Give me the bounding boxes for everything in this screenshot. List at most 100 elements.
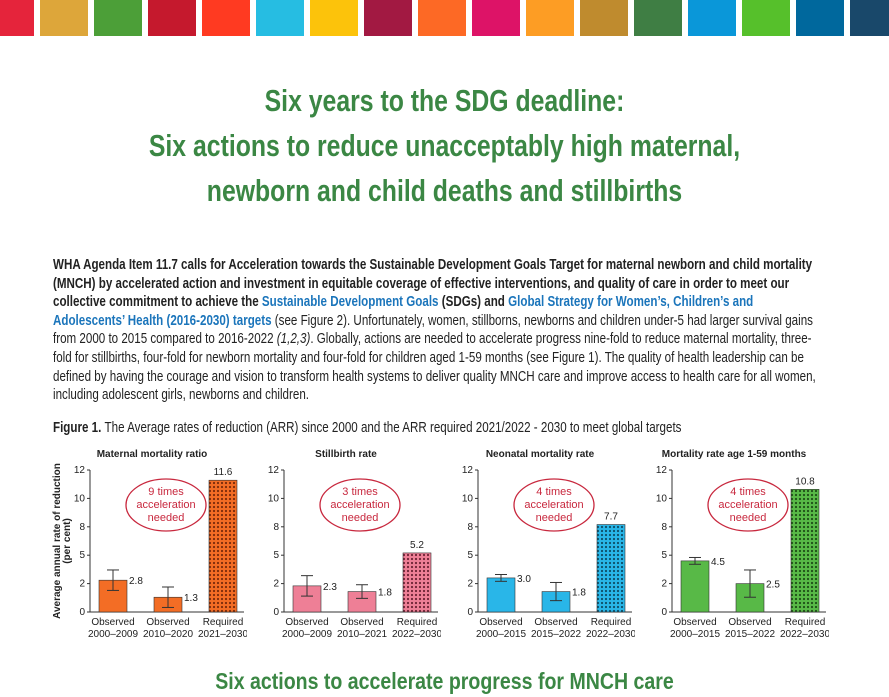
title-line: Six actions to reduce unacceptably high …	[148, 128, 741, 163]
x-tick-label: 2000–2015	[476, 629, 526, 640]
y-axis-label: Average annual rate of reduction	[52, 463, 63, 619]
value-label: 10.8	[795, 476, 815, 487]
x-tick-label: Observed	[146, 617, 189, 628]
x-tick-label: 2000–2009	[88, 629, 138, 640]
annotation-oval	[319, 478, 401, 532]
annotation: 9 times	[148, 486, 184, 498]
intro-paragraph: WHA Agenda Item 11.7 calls for Accelerat…	[53, 256, 827, 405]
y-tick-label: 10	[656, 493, 668, 504]
value-label: 4.5	[711, 557, 725, 568]
chart-title: Stillbirth rate	[315, 449, 377, 460]
x-tick-label: 2022–2030	[392, 629, 441, 640]
y-tick-label: 0	[273, 607, 279, 618]
value-label: 2.8	[129, 576, 143, 587]
value-label: 3.0	[517, 574, 531, 585]
figure-caption: Figure 1. The Average rates of reduction …	[53, 420, 681, 436]
annotation: needed	[342, 512, 379, 524]
x-tick-label: Required	[397, 617, 438, 628]
value-label: 7.7	[604, 512, 618, 523]
x-tick-label: Required	[785, 617, 826, 628]
x-tick-label: 2010–2020	[143, 629, 193, 640]
text-run: . Globally, actions are needed to accele…	[53, 331, 816, 404]
y-tick-label: 8	[467, 522, 473, 533]
bar	[680, 560, 710, 613]
chart: Maternal mortality ratio 0 2 5 8 10 12 Average …	[52, 449, 247, 640]
y-tick-label: 0	[661, 607, 667, 618]
bar	[596, 524, 626, 613]
chart-title: Maternal mortality ratio	[97, 449, 208, 460]
x-tick-label: Observed	[673, 617, 716, 628]
text-run: WHA Agenda Item 11.7 calls for Accelerat…	[53, 257, 813, 311]
annotation: needed	[730, 512, 767, 524]
y-tick-label: 8	[661, 522, 667, 533]
y-axis-label: (per cent)	[62, 518, 73, 564]
annotation: acceleration	[524, 499, 583, 511]
x-tick-label: 2015–2022	[531, 629, 581, 640]
chart-title: Neonatal mortality rate	[486, 449, 595, 460]
annotation-oval	[707, 478, 789, 532]
x-tick-label: 2021–2030	[198, 629, 247, 640]
title-line: Six years to the SDG deadline:	[264, 83, 625, 118]
value-label: 2.3	[323, 582, 337, 593]
y-tick-label: 12	[268, 465, 280, 476]
x-tick-label: 2000–2015	[670, 629, 720, 640]
y-tick-label: 8	[79, 522, 85, 533]
annotation: acceleration	[330, 499, 389, 511]
annotation: needed	[536, 512, 573, 524]
bar	[208, 479, 238, 613]
x-tick-label: Observed	[534, 617, 577, 628]
y-tick-label: 0	[79, 607, 85, 618]
value-label: 1.3	[184, 593, 198, 604]
y-tick-label: 2	[79, 579, 85, 590]
x-tick-label: 2022–2030	[780, 629, 829, 640]
x-tick-label: Required	[591, 617, 632, 628]
annotation: acceleration	[136, 499, 195, 511]
annotation-oval	[125, 478, 207, 532]
y-tick-label: 8	[273, 522, 279, 533]
chart: Stillbirth rate 0 2 5 8 10 12 2.3 Observed2000–2…	[268, 449, 441, 640]
x-tick-label: Required	[203, 617, 244, 628]
chart-title: Mortality rate age 1-59 months	[662, 449, 807, 460]
y-tick-label: 12	[74, 465, 86, 476]
text-run: (see Figure 2). Unfortunately, women, st…	[53, 312, 813, 348]
caption: The Average rates of reduction (ARR) sin…	[104, 420, 682, 436]
chart: Neonatal mortality rate 0 2 5 8 10 12 3.0 Observ…	[462, 449, 635, 640]
annotation: 4 times	[730, 486, 766, 498]
x-tick-label: Observed	[285, 617, 328, 628]
chart: Mortality rate age 1-59 months 0 2 5 8 10 12 4.…	[656, 449, 829, 640]
value-label: 11.6	[214, 467, 233, 478]
section-heading: Six actions to accelerate progress for M…	[215, 668, 674, 694]
y-tick-label: 5	[661, 550, 667, 561]
y-tick-label: 2	[661, 579, 667, 590]
y-tick-label: 10	[268, 493, 280, 504]
y-tick-label: 5	[79, 550, 85, 561]
x-tick-label: Observed	[479, 617, 522, 628]
title-line: newborn and child deaths and stillbirths	[206, 173, 683, 208]
x-tick-label: 2000–2009	[282, 629, 332, 640]
y-tick-label: 2	[273, 579, 279, 590]
x-tick-label: 2015–2022	[725, 629, 775, 640]
x-tick-label: 2022–2030	[586, 629, 635, 640]
y-tick-label: 5	[273, 550, 279, 561]
annotation-oval	[513, 478, 595, 532]
value-label: 1.8	[378, 588, 392, 599]
text-run: (SDGs) and	[438, 294, 509, 311]
value-label: 2.5	[766, 580, 780, 591]
link[interactable]: Global Strategy for Women’s, Children’s …	[53, 294, 754, 329]
figure-label: Figure 1.	[53, 420, 102, 436]
annotation: needed	[148, 512, 185, 524]
annotation: 4 times	[536, 486, 572, 498]
y-tick-label: 12	[462, 465, 474, 476]
bar	[790, 489, 820, 613]
y-tick-label: 12	[656, 465, 668, 476]
value-label: 1.8	[572, 588, 586, 599]
title: Six years to the SDG deadline: Six actio…	[9, 78, 880, 213]
annotation: 3 times	[342, 486, 378, 498]
y-tick-label: 10	[462, 493, 474, 504]
y-tick-label: 10	[74, 493, 86, 504]
y-tick-label: 5	[467, 550, 473, 561]
link[interactable]: Sustainable Development Goals	[261, 294, 439, 311]
x-tick-label: Observed	[728, 617, 771, 628]
bar	[402, 552, 432, 613]
